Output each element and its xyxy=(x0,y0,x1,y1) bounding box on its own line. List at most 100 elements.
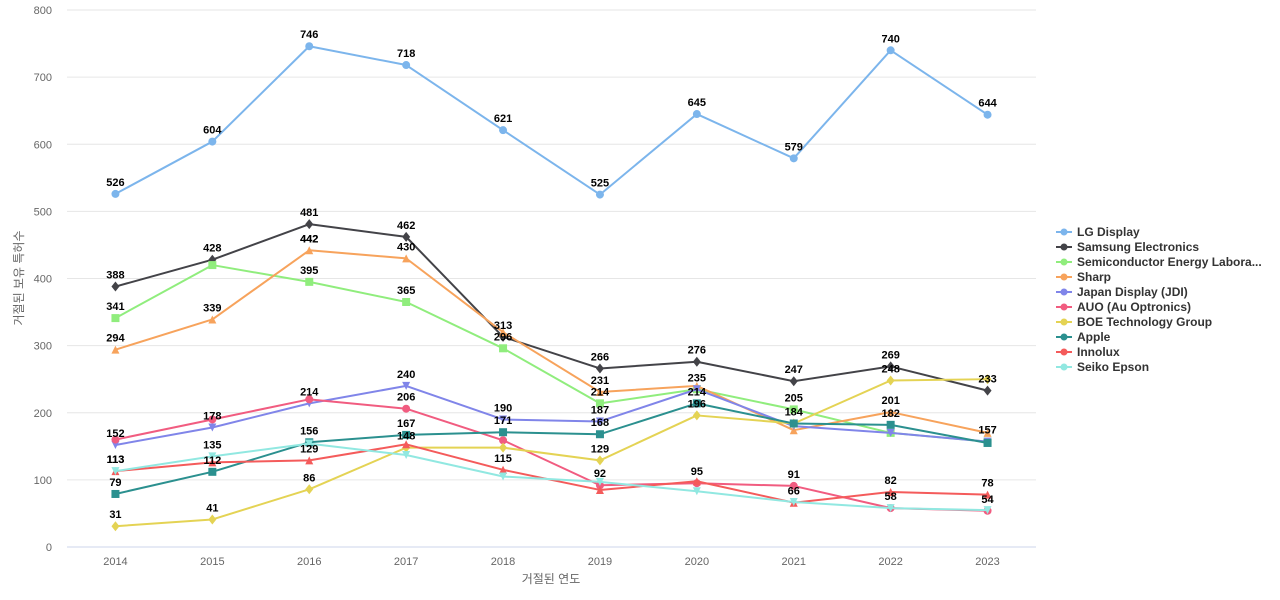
data-label: 740 xyxy=(881,33,899,45)
legend-item[interactable]: Seiko Epson xyxy=(1056,359,1262,374)
data-point xyxy=(983,385,992,396)
data-label: 91 xyxy=(788,469,800,481)
legend-label: Sharp xyxy=(1077,269,1112,284)
data-point xyxy=(886,375,895,386)
data-point xyxy=(305,219,314,230)
data-point xyxy=(111,467,120,476)
data-label: 462 xyxy=(397,220,415,232)
series-lg-display xyxy=(111,42,992,199)
y-tick-label: 800 xyxy=(34,5,52,17)
chart-legend: LG Display Samsung Electronics Semiconduct… xyxy=(1056,224,1262,374)
legend-swatch xyxy=(1056,347,1072,357)
legend-item[interactable]: Semiconductor Energy Labora... xyxy=(1056,254,1262,269)
data-point xyxy=(305,277,314,286)
series-line xyxy=(114,384,989,446)
data-point xyxy=(499,126,508,135)
series-japan-display-jdi xyxy=(111,381,992,449)
data-label: 156 xyxy=(300,425,318,437)
data-label: 196 xyxy=(688,398,706,410)
data-label: 54 xyxy=(981,494,994,506)
legend-item[interactable]: Samsung Electronics xyxy=(1056,239,1262,254)
data-point xyxy=(595,455,604,466)
data-label: 313 xyxy=(494,320,512,332)
series-line xyxy=(114,223,989,392)
data-label: 168 xyxy=(591,417,609,429)
x-tick-label: 2019 xyxy=(588,556,612,568)
legend-label: Japan Display (JDI) xyxy=(1077,284,1188,299)
legend-swatch xyxy=(1056,287,1072,297)
data-point xyxy=(208,467,217,476)
data-point xyxy=(111,281,120,292)
legend-swatch xyxy=(1056,227,1072,237)
data-label: 214 xyxy=(688,386,707,398)
legend-item[interactable]: Innolux xyxy=(1056,344,1262,359)
legend-label: LG Display xyxy=(1077,224,1140,239)
data-label: 481 xyxy=(300,207,318,219)
data-label: 184 xyxy=(785,406,804,418)
data-point xyxy=(595,417,604,426)
data-point xyxy=(499,415,508,424)
data-label: 41 xyxy=(206,502,218,514)
y-tick-label: 200 xyxy=(34,408,52,420)
data-label: 339 xyxy=(203,302,221,314)
data-point xyxy=(692,410,701,421)
data-point xyxy=(402,404,411,413)
legend-item[interactable]: LG Display xyxy=(1056,224,1262,239)
data-label: 187 xyxy=(591,404,609,416)
data-point xyxy=(208,452,217,461)
data-point xyxy=(402,254,411,263)
series-line xyxy=(114,378,989,528)
legend-item[interactable]: Japan Display (JDI) xyxy=(1056,284,1262,299)
data-label: 294 xyxy=(106,333,125,345)
legend-label: Seiko Epson xyxy=(1077,359,1150,374)
data-point xyxy=(983,428,992,437)
data-point xyxy=(692,399,701,408)
data-point xyxy=(208,458,217,467)
legend-swatch xyxy=(1056,272,1072,282)
data-point xyxy=(402,231,411,242)
data-point xyxy=(692,385,701,394)
x-tick-label: 2014 xyxy=(103,556,127,568)
data-point xyxy=(789,426,798,435)
legend-swatch xyxy=(1056,362,1072,372)
legend-item[interactable]: BOE Technology Group xyxy=(1056,314,1262,329)
data-point xyxy=(208,261,217,270)
data-point xyxy=(402,297,411,306)
data-label: 231 xyxy=(591,375,609,387)
data-point xyxy=(499,442,508,453)
legend-item[interactable]: Apple xyxy=(1056,329,1262,344)
data-point xyxy=(111,489,120,498)
series-lines xyxy=(111,42,992,532)
data-point xyxy=(595,387,604,396)
x-tick-label: 2018 xyxy=(491,556,515,568)
data-label: 579 xyxy=(785,141,803,153)
data-label: 113 xyxy=(107,454,125,466)
data-point xyxy=(983,506,992,515)
data-label: 31 xyxy=(109,509,121,521)
data-label: 266 xyxy=(591,351,609,363)
data-point xyxy=(499,465,508,474)
data-point xyxy=(305,484,314,495)
data-point xyxy=(499,344,508,353)
data-label: 276 xyxy=(688,345,706,357)
x-tick-label: 2022 xyxy=(878,556,902,568)
data-point xyxy=(208,137,217,146)
data-point xyxy=(595,399,604,408)
legend-item[interactable]: AUO (Au Optronics) xyxy=(1056,299,1262,314)
legend-label: Apple xyxy=(1077,329,1111,344)
data-point xyxy=(111,189,120,198)
legend-swatch xyxy=(1056,242,1072,252)
data-point xyxy=(208,423,217,432)
data-point xyxy=(789,419,798,428)
x-tick-label: 2020 xyxy=(685,556,709,568)
data-label: 190 xyxy=(494,402,512,414)
data-label: 171 xyxy=(494,415,512,427)
data-point xyxy=(789,154,798,163)
data-point xyxy=(983,374,992,385)
data-label: 296 xyxy=(494,331,512,343)
data-label: 621 xyxy=(494,113,512,125)
legend-item[interactable]: Sharp xyxy=(1056,269,1262,284)
series-line xyxy=(114,45,989,196)
data-point xyxy=(886,420,895,429)
y-tick-label: 600 xyxy=(34,139,52,151)
